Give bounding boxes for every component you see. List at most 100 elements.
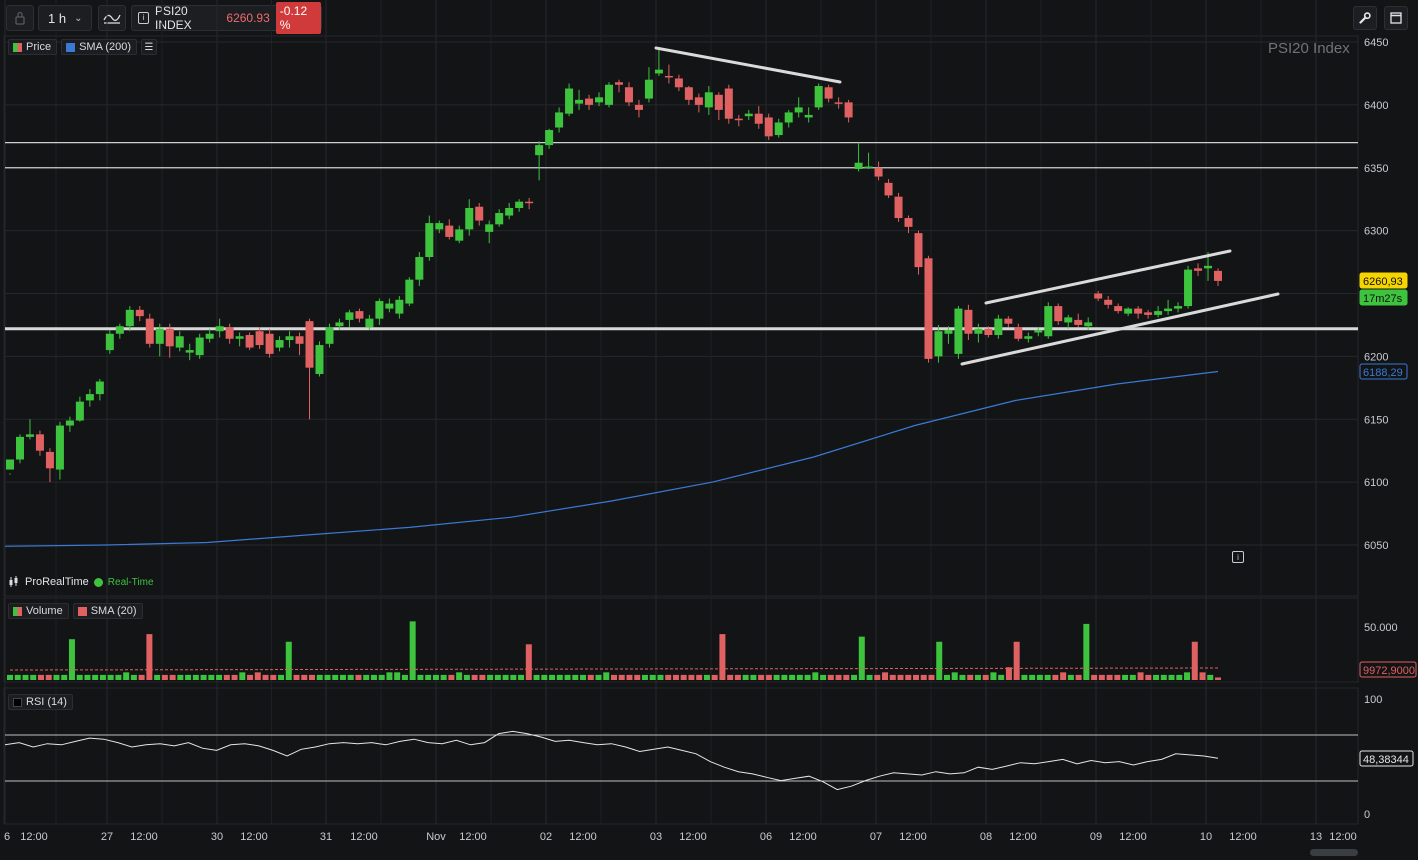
volume-bar [672,674,679,680]
candle-body [654,69,663,74]
volume-bar [363,674,370,680]
indicators-button[interactable] [98,5,126,31]
candle-body [1104,299,1113,305]
price-legend: Price SMA (200) ☰ [8,39,158,55]
candle-body [914,233,923,268]
realtime-status-label: Real-Time [107,576,154,588]
candle-body [295,336,304,344]
volume-bar [231,674,238,680]
volume-bar [974,674,981,680]
candle-body [515,201,524,208]
rsi-badge: 48,38344 [1363,754,1409,766]
candle-body [195,337,204,356]
window-button[interactable] [1384,6,1408,30]
time-axis-label: 12:00 [1329,831,1357,843]
volume-bar [525,644,532,680]
volume-bar [169,674,176,680]
candle-body [814,86,823,108]
volume-bar [835,674,842,680]
candle-body [894,196,903,219]
trendline [984,249,1232,305]
candle-body [105,333,114,351]
volume-bar [920,674,927,680]
volume-bar [750,674,757,680]
volume-bar [572,674,579,680]
volume-bar [580,674,587,680]
candle-body [764,117,773,137]
list-icon[interactable]: ☰ [141,39,158,55]
legend-sma20[interactable]: SMA (20) [72,603,143,619]
brand-name: ProRealTime [25,576,89,588]
price-axis-label: 6050 [1364,540,1388,552]
legend-rsi-label: RSI (14) [26,696,67,708]
info-icon[interactable]: i [138,12,149,24]
candle-body [595,97,604,103]
candle-body [265,333,274,354]
candle-body [684,87,693,100]
lock-button[interactable] [6,5,34,31]
settings-button[interactable] [1353,6,1377,30]
volume-bar [1067,674,1074,680]
legend-rsi[interactable]: RSI (14) [8,694,73,710]
sma200-swatch [66,42,76,52]
price-pane [3,35,1359,597]
candle-body [1044,306,1053,337]
candle-body [225,327,234,339]
volume-bar [146,634,153,680]
last-price-badge-bg [1359,272,1408,289]
candle-body [425,223,434,258]
candle-body [824,87,833,99]
candle-body [135,309,144,317]
volume-bar [1129,674,1136,680]
volume-bar [843,674,850,680]
candle-body [614,82,623,85]
candle-body [1114,306,1123,312]
candle-body [325,327,334,344]
candle-body [674,78,683,88]
legend-volume[interactable]: Volume [8,603,69,619]
volume-bar [889,674,896,680]
time-axis-label: 12:00 [1229,831,1257,843]
volume-bar [905,674,912,680]
volume-bar [796,674,803,680]
time-axis-label: 6 [4,831,10,843]
time-scrollbar[interactable] [1310,849,1358,856]
rsi-axis-label: 100 [1364,694,1382,706]
chart-info-icon[interactable]: i [1232,551,1244,563]
volume-bar [53,674,60,680]
candle-body [555,112,564,128]
legend-price[interactable]: Price [8,39,58,55]
volume-bar [913,674,919,680]
brand-status: ProRealTime Real-Time [8,576,154,588]
interval-dropdown[interactable]: 1 h ⌄ [38,5,92,31]
price-axis-label: 6150 [1364,414,1388,426]
rsi-line [4,730,1358,791]
time-axis-label: 12:00 [20,831,48,843]
candle-body [984,328,993,335]
symbol-selector[interactable]: i PSI20 INDEX 6260.93 -0.12 % [131,2,322,34]
volume-bar [1083,623,1090,680]
volume-bar [703,674,710,680]
candle-body [405,279,414,304]
time-axis-label: 12:00 [350,831,378,843]
volume-bar [1098,674,1105,680]
candle-body [974,328,983,334]
volume-bar [618,674,625,680]
sma200-polyline [4,370,1219,547]
volume-bar [943,674,950,680]
volume-bar [951,672,958,680]
candle-body [644,79,653,99]
candle-body [1034,329,1043,333]
volume-bar [1005,667,1012,680]
volume-bar [494,674,501,680]
legend-sma200-label: SMA (200) [79,41,132,53]
candle-body [1004,318,1013,324]
candle-body [714,94,723,110]
time-axis-label: 07 [870,831,882,843]
interval-label: 1 h [48,10,67,26]
legend-sma200[interactable]: SMA (200) [61,39,138,55]
volume-bar [649,674,656,680]
volume-bar [115,674,122,680]
symbol-change-badge: -0.12 % [275,2,321,34]
